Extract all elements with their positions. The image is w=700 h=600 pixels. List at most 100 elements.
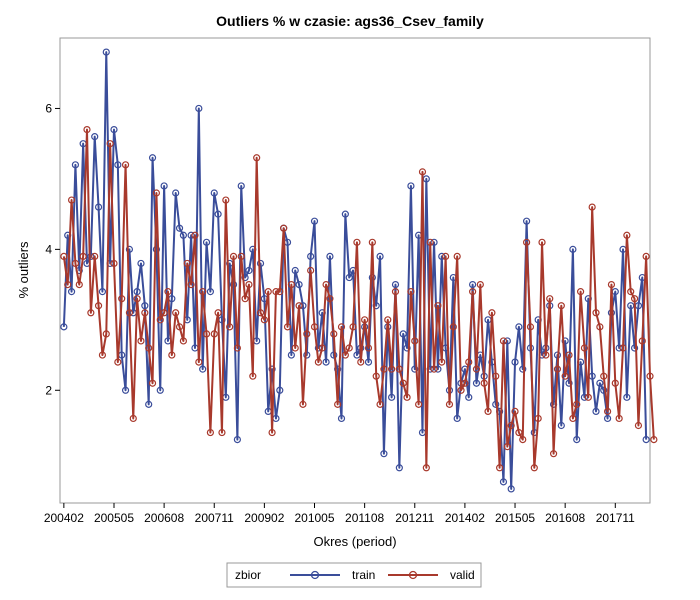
data-point-train <box>98 288 107 296</box>
data-point-valid <box>283 323 292 331</box>
data-point-valid <box>469 288 477 296</box>
data-point-valid <box>307 266 315 275</box>
data-point-train <box>102 48 110 56</box>
data-point-train <box>603 414 612 423</box>
data-point-valid <box>372 372 380 380</box>
data-point-valid <box>241 295 249 303</box>
data-point-train <box>310 217 319 225</box>
x-tick-label: 201211 <box>395 511 434 525</box>
data-point-valid <box>330 330 338 338</box>
data-point-valid <box>588 203 596 211</box>
data-point-valid <box>218 428 226 437</box>
data-point-valid <box>349 323 357 331</box>
legend: zbior train valid <box>226 562 482 588</box>
data-point-valid <box>465 358 473 366</box>
data-point-valid <box>183 259 191 268</box>
data-point-valid <box>507 421 515 430</box>
legend-label-valid: valid <box>450 568 475 582</box>
data-point-train <box>71 161 80 169</box>
data-point-train <box>596 379 604 387</box>
data-point-valid <box>368 238 376 246</box>
data-point-valid <box>121 161 130 169</box>
data-point-valid <box>438 358 446 366</box>
data-point-valid <box>445 400 454 408</box>
data-point-valid <box>245 280 253 289</box>
data-point-train <box>511 358 519 366</box>
data-point-train <box>569 245 577 253</box>
data-point-valid <box>361 316 369 324</box>
data-point-valid <box>407 288 415 296</box>
data-point-valid <box>260 316 268 324</box>
data-point-valid <box>83 125 91 134</box>
data-point-train <box>522 217 531 225</box>
data-point-valid <box>580 344 589 352</box>
data-point-valid <box>268 428 276 437</box>
data-point-valid <box>87 309 95 317</box>
data-point-valid <box>573 400 581 408</box>
data-point-valid <box>615 414 623 423</box>
data-point-train <box>407 182 415 190</box>
data-point-valid <box>391 288 400 296</box>
data-point-valid <box>395 365 403 373</box>
data-point-valid <box>538 238 546 246</box>
data-point-train <box>233 435 241 444</box>
x-tick-label: 201711 <box>596 511 635 525</box>
legend-marker-valid <box>408 570 418 580</box>
data-point-valid <box>98 351 107 359</box>
series-line-valid <box>62 128 655 469</box>
data-point-train <box>94 203 103 211</box>
data-point-train <box>295 280 303 289</box>
data-point-valid <box>272 288 280 296</box>
data-point-valid <box>152 189 161 197</box>
x-tick-label: 201505 <box>495 511 535 525</box>
data-point-valid <box>276 288 284 296</box>
legend-marker-train <box>310 570 320 580</box>
data-point-valid <box>118 295 126 303</box>
data-point-train <box>334 365 342 373</box>
data-point-valid <box>110 259 118 268</box>
data-point-valid <box>380 365 388 373</box>
data-point-valid <box>596 323 604 331</box>
data-point-valid <box>214 309 222 317</box>
data-point-train <box>337 414 346 423</box>
data-point-train <box>172 189 180 197</box>
data-point-train <box>630 344 639 352</box>
data-point-valid <box>634 421 643 430</box>
data-point-valid <box>314 358 322 366</box>
data-point-valid <box>91 252 99 261</box>
data-point-valid <box>226 323 234 331</box>
data-point-train <box>179 231 187 239</box>
data-point-train <box>573 435 581 444</box>
data-point-train <box>507 485 515 493</box>
x-tick-label: 201005 <box>294 511 334 525</box>
data-point-valid <box>264 288 272 296</box>
x-tick-label: 201608 <box>545 511 585 525</box>
data-point-valid <box>430 365 438 373</box>
data-point-train <box>391 280 400 289</box>
data-point-train <box>399 330 407 338</box>
data-point-valid <box>141 309 149 317</box>
legend-box <box>226 562 482 588</box>
data-point-train <box>341 210 349 218</box>
data-point-valid <box>357 358 365 366</box>
data-point-valid <box>191 231 199 239</box>
y-tick-label: 6 <box>45 101 52 115</box>
x-tick-label: 200402 <box>44 511 84 525</box>
data-point-valid <box>195 358 203 366</box>
data-point-valid <box>519 435 527 444</box>
chart-title: Outliers % w czasie: ags36_Csev_family <box>216 13 484 29</box>
y-tick-label: 4 <box>45 242 52 256</box>
x-tick-label: 200711 <box>195 511 234 525</box>
data-point-train <box>565 379 573 387</box>
data-point-train <box>199 365 207 373</box>
x-tick-label: 201402 <box>445 511 485 525</box>
data-point-valid <box>453 252 461 261</box>
y-tick-label: 2 <box>45 383 52 397</box>
data-point-train <box>145 400 153 408</box>
data-point-train <box>515 323 523 331</box>
data-point-valid <box>67 196 76 204</box>
data-point-valid <box>600 372 608 380</box>
data-point-train <box>307 252 315 261</box>
data-point-valid <box>388 365 396 373</box>
